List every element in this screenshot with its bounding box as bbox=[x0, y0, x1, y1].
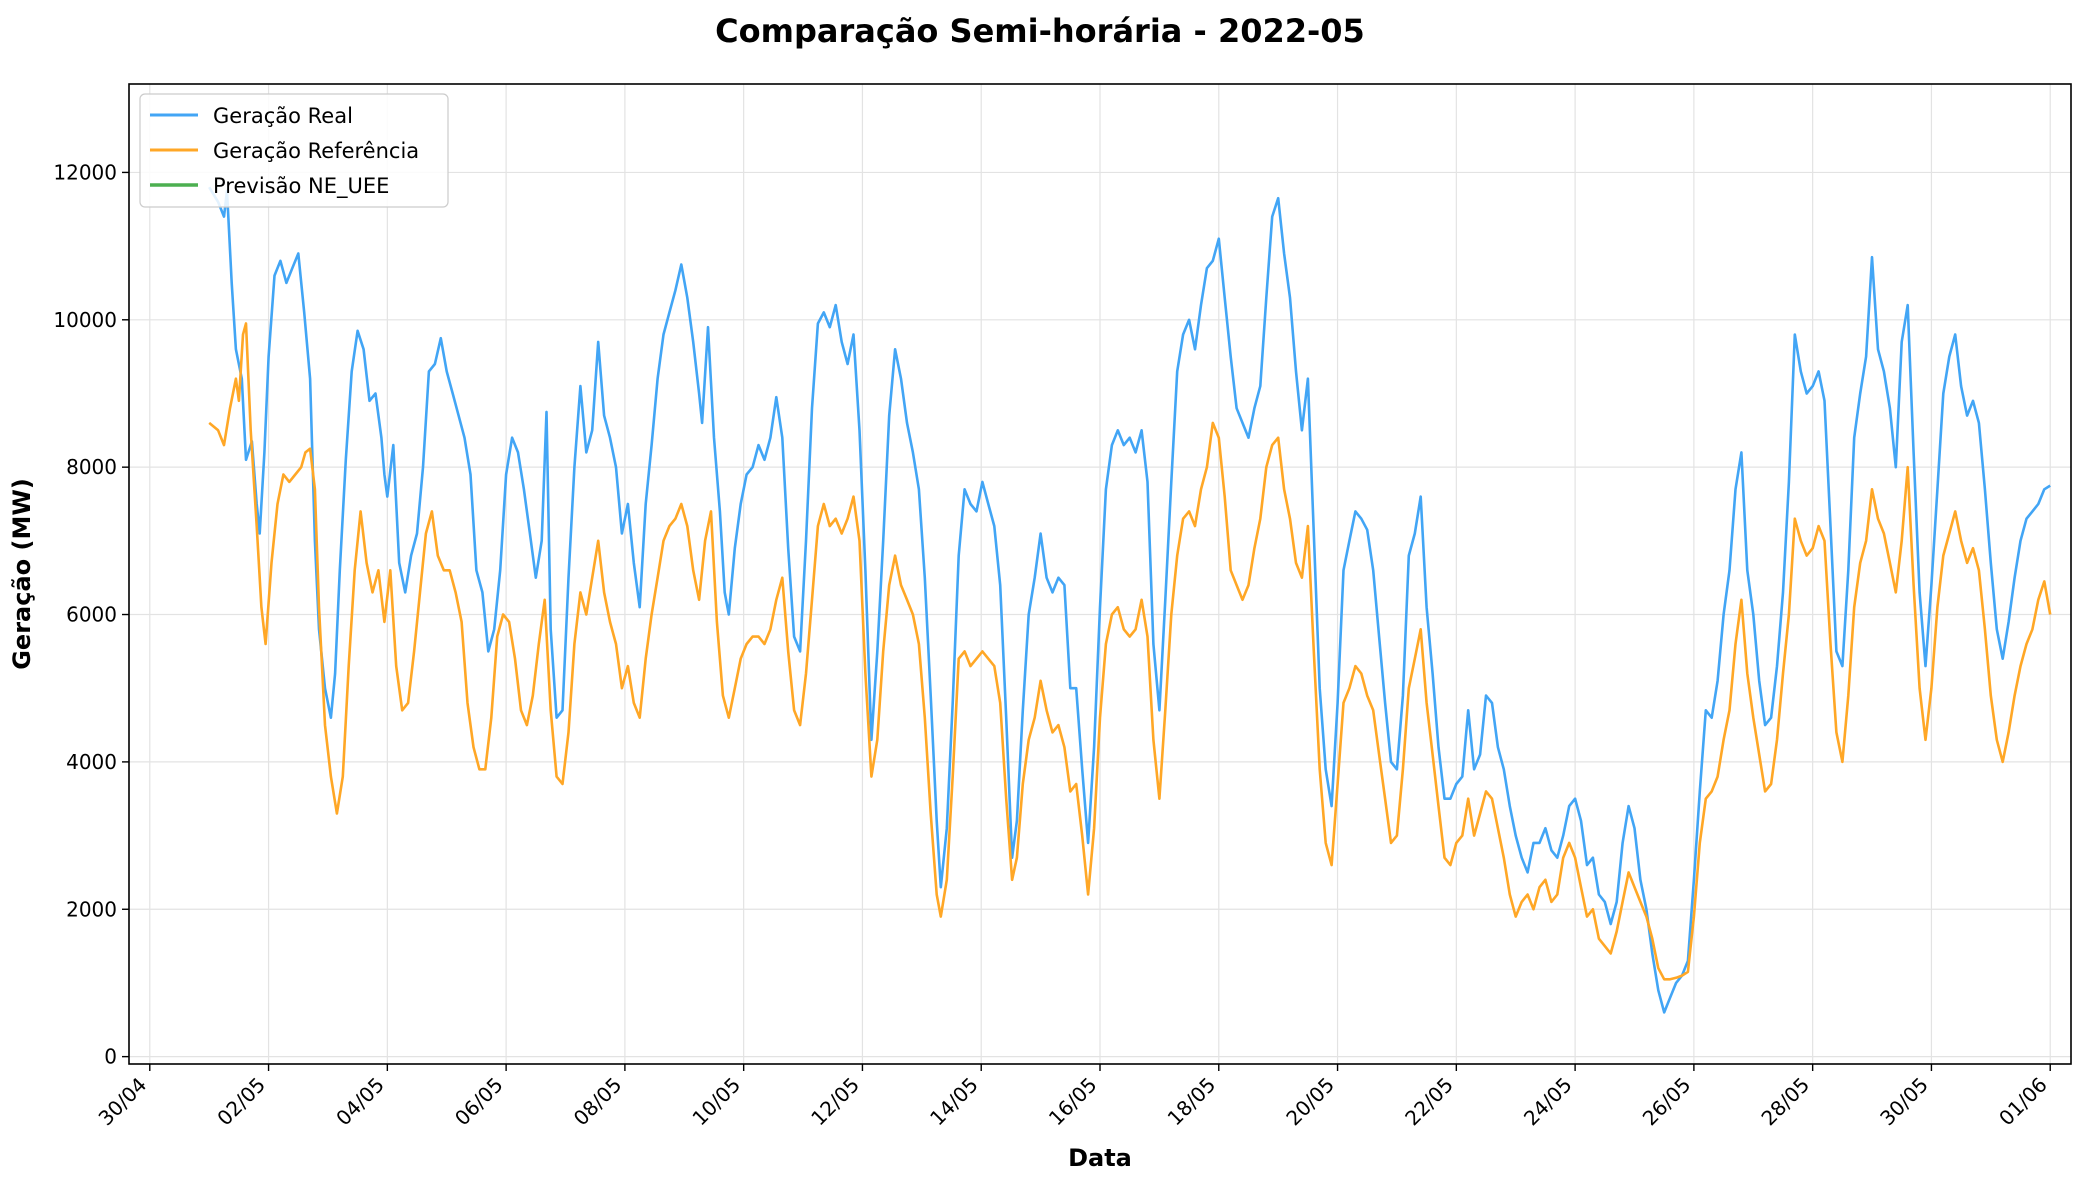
x-tick-label: 10/05 bbox=[687, 1073, 745, 1131]
x-axis: 30/04 02/05 04/05 06/05 08/05 10/05 12/05 14/05… bbox=[94, 1064, 2052, 1130]
y-tick-label: 10000 bbox=[53, 308, 117, 332]
x-tick-label: 24/05 bbox=[1519, 1073, 1577, 1131]
x-tick-label: 12/05 bbox=[806, 1073, 864, 1131]
x-tick-label: 20/05 bbox=[1281, 1073, 1339, 1131]
chart-title: Comparação Semi-horária - 2022-05 bbox=[715, 12, 1365, 50]
x-tick-label: 01/06 bbox=[1994, 1073, 2052, 1131]
y-tick-label: 6000 bbox=[66, 603, 117, 627]
y-tick-label: 4000 bbox=[66, 750, 117, 774]
x-tick-label: 30/04 bbox=[94, 1073, 152, 1131]
x-tick-label: 28/05 bbox=[1756, 1073, 1814, 1131]
plot-area bbox=[208, 186, 2052, 1014]
y-tick-label: 8000 bbox=[66, 455, 117, 479]
y-axis-label: Geração (MW) bbox=[8, 478, 36, 670]
gridlines bbox=[129, 84, 2071, 1064]
series-line-geracao-real bbox=[208, 186, 2051, 1014]
x-tick-label: 08/05 bbox=[569, 1073, 627, 1131]
series-line-geracao-referencia bbox=[208, 322, 2052, 981]
x-tick-label: 14/05 bbox=[925, 1073, 983, 1131]
legend: Geração Real Geração Referência Previsão… bbox=[139, 93, 449, 208]
legend-label-referencia: Geração Referência bbox=[213, 139, 419, 163]
x-tick-label: 22/05 bbox=[1400, 1073, 1458, 1131]
legend-box bbox=[139, 93, 449, 208]
y-tick-label: 0 bbox=[104, 1045, 117, 1069]
x-axis-label: Data bbox=[1068, 1144, 1132, 1172]
x-tick-label: 16/05 bbox=[1044, 1073, 1102, 1131]
legend-label-real: Geração Real bbox=[213, 104, 353, 128]
x-tick-label: 26/05 bbox=[1638, 1073, 1696, 1131]
y-axis: 0 2000 4000 6000 8000 10000 12000 bbox=[53, 160, 129, 1069]
x-tick-label: 04/05 bbox=[331, 1073, 389, 1131]
x-tick-label: 02/05 bbox=[212, 1073, 270, 1131]
legend-label-previsao: Previsão NE_UEE bbox=[213, 174, 389, 199]
y-tick-label: 12000 bbox=[53, 160, 117, 184]
y-tick-label: 2000 bbox=[66, 897, 117, 921]
x-tick-label: 18/05 bbox=[1163, 1073, 1221, 1131]
x-tick-label: 06/05 bbox=[450, 1073, 508, 1131]
x-tick-label: 30/05 bbox=[1875, 1073, 1933, 1131]
